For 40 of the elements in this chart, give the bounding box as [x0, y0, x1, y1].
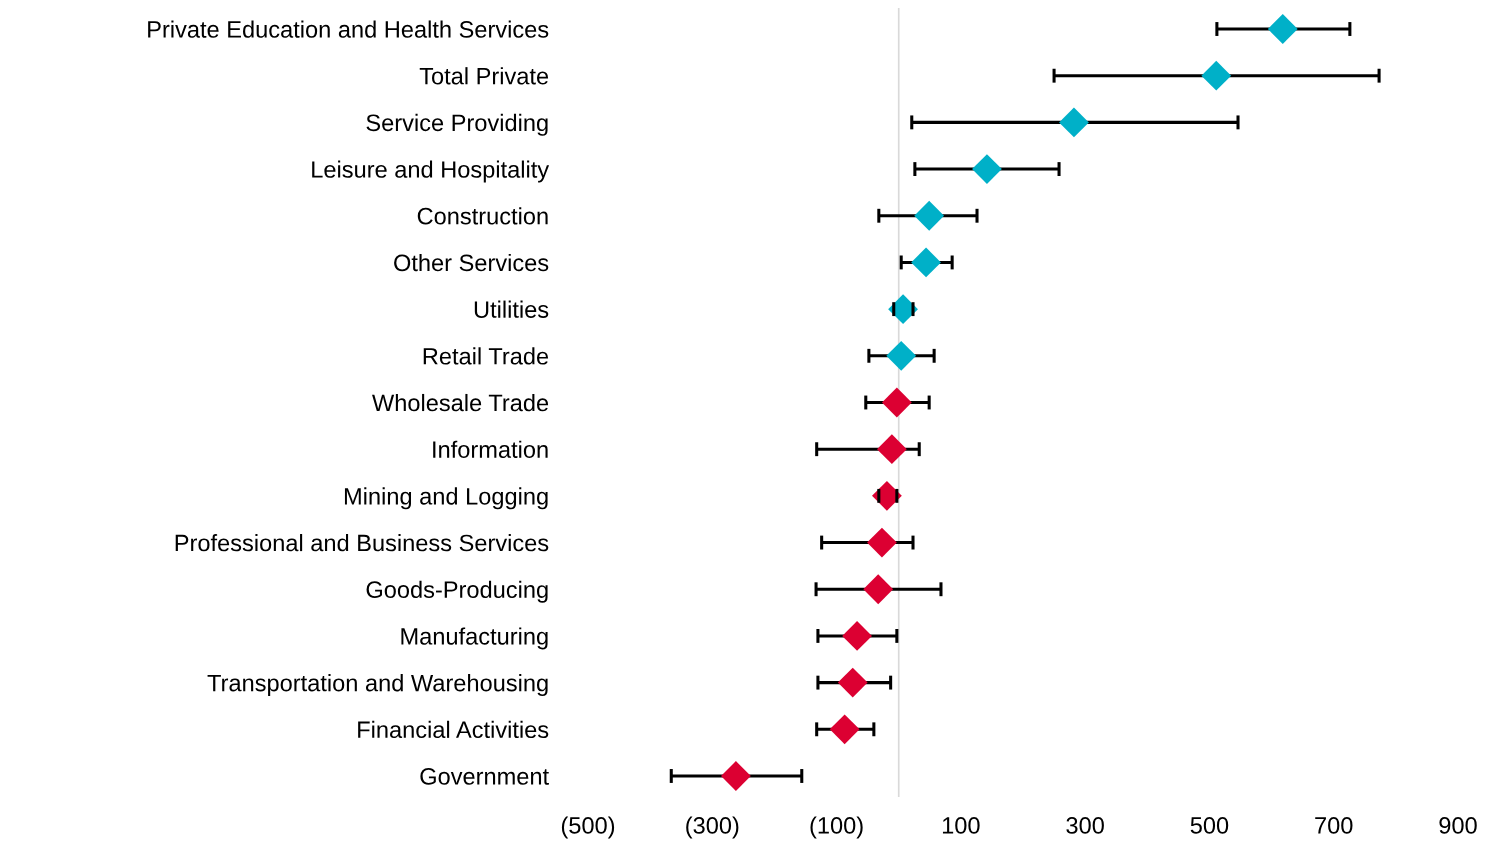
point	[829, 714, 860, 745]
y-tick-label: Private Education and Health Services	[148, 20, 549, 38]
point	[721, 761, 751, 791]
y-tick-label: Utilities	[474, 300, 549, 318]
point	[914, 200, 945, 231]
x-tick-label: 700	[1315, 817, 1353, 834]
x-tick-label: 300	[1066, 817, 1104, 834]
y-tick-label: Other Services	[394, 253, 549, 272]
y-tick-label: Government	[420, 768, 549, 785]
y-tick-label: Goods-Producing	[366, 580, 548, 603]
x-tick-label: 500	[1190, 817, 1229, 834]
point	[1267, 14, 1298, 44]
x-tick-label: (500)	[561, 816, 615, 839]
y-tick-label: Leisure and Hospitality	[312, 160, 550, 183]
y-tick-label: Construction	[417, 207, 548, 225]
y-tick-label: Professional and Business Services	[175, 534, 549, 552]
point	[911, 247, 941, 278]
y-tick-label: Retail Trade	[423, 347, 549, 365]
y-tick-label: Manufacturing	[401, 627, 548, 650]
y-tick-label: Wholesale Trade	[372, 393, 549, 412]
point	[863, 574, 894, 605]
point	[1201, 60, 1232, 91]
y-tick-label: Service Providing	[366, 113, 548, 136]
point	[1059, 107, 1089, 138]
point	[842, 621, 872, 651]
point	[881, 387, 912, 418]
y-tick-label: Mining and Logging	[344, 487, 548, 510]
y-tick-label: Total Private	[419, 67, 549, 85]
y-tick-label: Financial Activities	[358, 720, 549, 739]
y-tick-label: Transportation and Warehousing	[207, 674, 548, 697]
x-tick-label: (100)	[810, 816, 863, 839]
y-tick-label: Information	[433, 440, 548, 458]
point	[972, 154, 1002, 184]
point	[886, 340, 917, 371]
point	[867, 527, 897, 558]
x-tick-label: 100	[942, 817, 980, 834]
x-tick-label: 900	[1439, 817, 1477, 834]
point	[876, 434, 907, 465]
x-tick-label: (300)	[686, 816, 739, 839]
point	[837, 667, 868, 698]
